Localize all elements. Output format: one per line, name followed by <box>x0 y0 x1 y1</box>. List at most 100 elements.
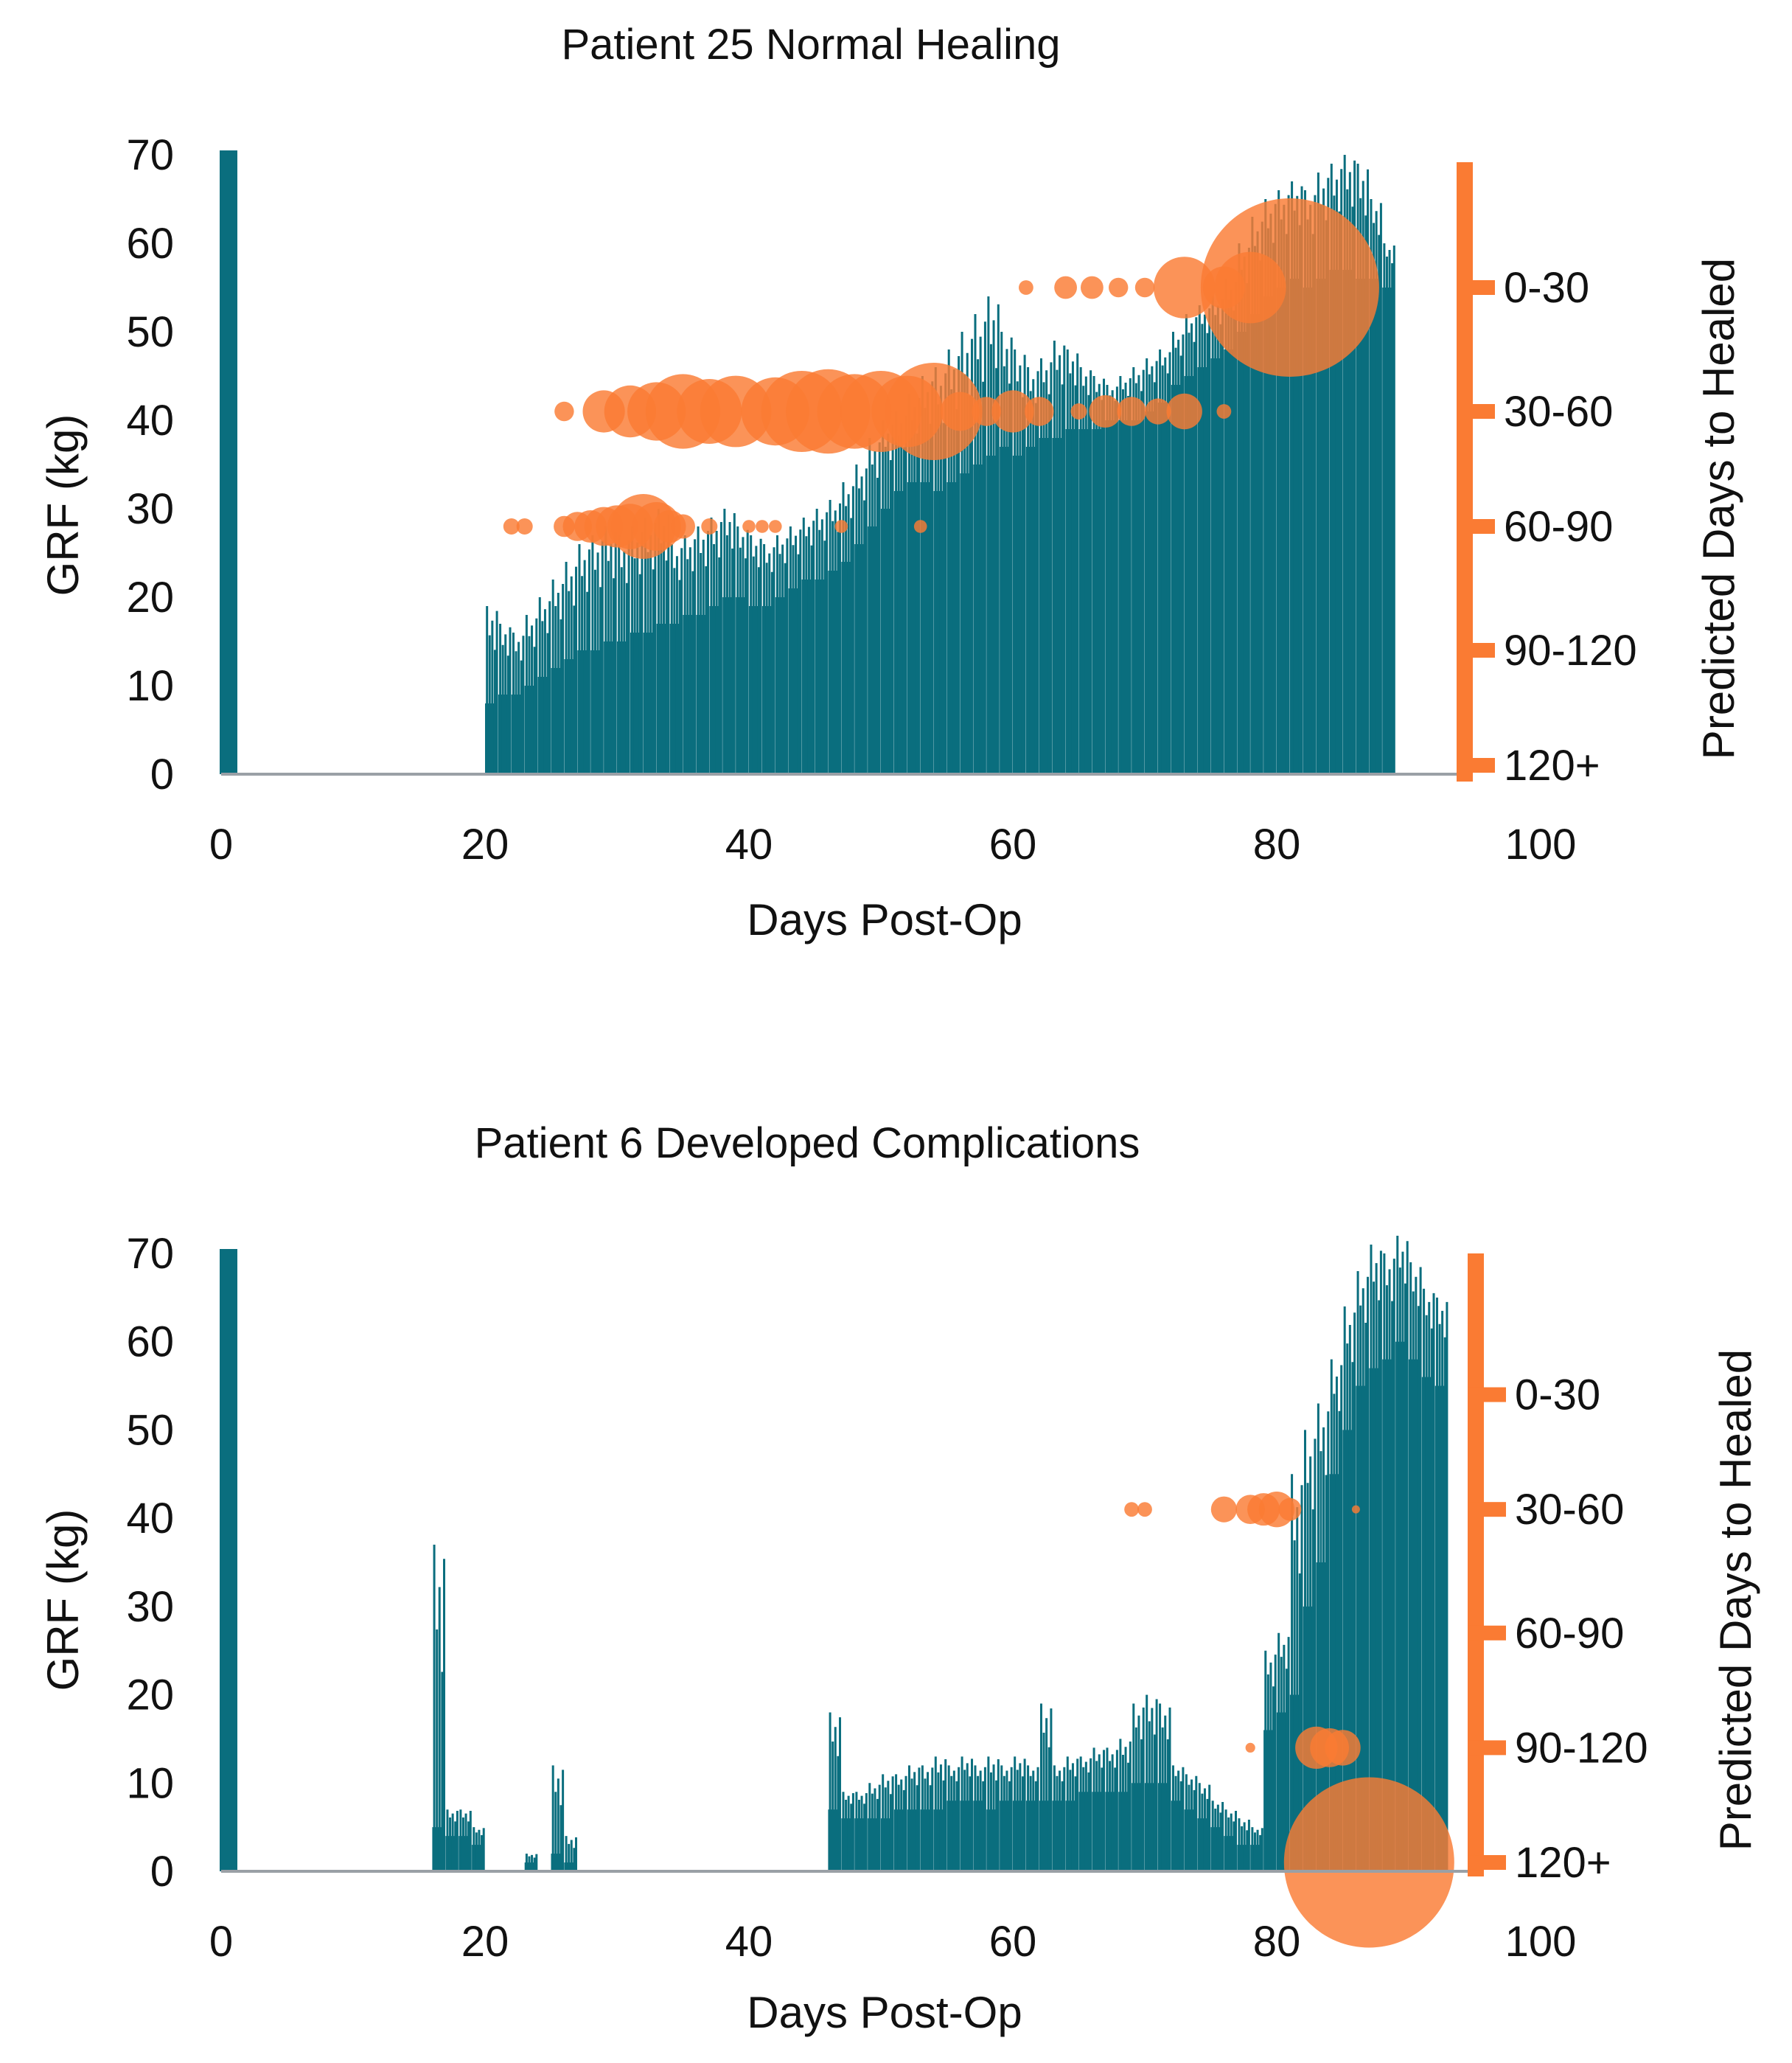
prediction-bubble <box>1278 1497 1302 1521</box>
grf-day-burst <box>1224 279 1238 774</box>
y2-category-label: 30-60 <box>1504 388 1613 436</box>
prediction-bubble <box>1124 1502 1139 1517</box>
grf-day-burst <box>722 509 736 774</box>
y-axis-label: GRF (kg) <box>38 1509 88 1691</box>
grf-day-burst <box>1132 1703 1145 1871</box>
chart-title: Patient 6 Developed Complications <box>475 1119 1140 1167</box>
x-tick-label: 20 <box>461 821 509 869</box>
grf-day-burst <box>696 526 710 774</box>
y-tick-label: 40 <box>126 397 174 445</box>
x-tick-label: 40 <box>725 821 773 869</box>
grf-day-burst <box>630 526 644 774</box>
grf-day-burst <box>1171 1765 1185 1871</box>
x-tick-label: 80 <box>1253 1918 1301 1966</box>
prediction-bubble <box>1081 276 1104 299</box>
prediction-bubble <box>671 514 695 539</box>
y2-axis-label: Predicted Days to Healed <box>1711 1349 1760 1851</box>
prediction-bubble <box>1216 404 1232 419</box>
prediction-bubble <box>1089 395 1122 428</box>
right-axis-tick <box>1457 404 1495 419</box>
grf-day-burst <box>617 535 630 774</box>
grf-burst-body <box>564 1862 576 1871</box>
grf-day-burst <box>643 518 657 774</box>
grf-day-burst <box>1210 1801 1224 1871</box>
y-tick-label: 20 <box>126 1671 174 1719</box>
right-axis-tick <box>1468 1625 1506 1641</box>
grf-day-burst <box>973 314 986 774</box>
grf-day-burst <box>511 633 525 774</box>
x-tick-label: 0 <box>209 821 233 869</box>
grf-day-burst <box>1250 1827 1263 1871</box>
grf-day-burst <box>868 1783 881 1871</box>
grf-day-burst <box>1237 1818 1250 1871</box>
prediction-bubble <box>769 520 782 533</box>
y-tick-label: 0 <box>150 751 174 799</box>
grf-day-burst <box>946 1765 961 1871</box>
grf-day-burst <box>459 1809 472 1871</box>
grf-day-burst <box>656 509 670 774</box>
grf-day-burst <box>907 1765 921 1871</box>
grf-day-burst <box>1065 349 1079 774</box>
grf-day-burst <box>893 1774 907 1871</box>
prediction-bubble <box>834 520 848 533</box>
grf-day-burst <box>1092 1747 1106 1871</box>
grf-day-burst <box>1078 1756 1092 1871</box>
grf-day-burst <box>683 535 697 774</box>
grf-day-burst <box>1039 1703 1053 1871</box>
prediction-bubble <box>1117 397 1146 426</box>
grf-day-burst <box>1065 1756 1079 1871</box>
grf-day-burst <box>564 562 578 774</box>
grf-day-burst <box>1395 1236 1409 1871</box>
grf-day-burst <box>1013 1756 1026 1871</box>
prediction-bubble <box>701 518 718 535</box>
grf-day-burst <box>854 1792 868 1871</box>
grf-day-burst <box>1145 358 1158 774</box>
prediction-bubble <box>941 392 980 431</box>
grf-day-burst <box>881 420 894 774</box>
prediction-bubble <box>1019 280 1033 295</box>
y-tick-label: 50 <box>126 1406 174 1454</box>
grf-day-burst <box>524 1854 538 1871</box>
grf-day-burst <box>524 615 538 774</box>
prediction-bubble <box>1134 277 1155 298</box>
grf-day-burst <box>828 1712 842 1871</box>
grf-day-burst <box>960 1756 974 1871</box>
left-axis-bar <box>220 150 237 774</box>
grf-day-burst <box>1369 199 1382 774</box>
grf-day-burst <box>828 500 842 774</box>
prediction-bubble <box>1070 403 1087 420</box>
right-axis-tick <box>1457 280 1495 295</box>
grf-day-burst <box>854 465 868 774</box>
x-tick-label: 60 <box>989 821 1037 869</box>
grf-day-burst <box>761 544 775 774</box>
grf-day-burst <box>1289 1474 1303 1871</box>
y-tick-label: 40 <box>126 1495 174 1542</box>
grf-day-burst <box>1409 1262 1422 1871</box>
x-tick-label: 0 <box>209 1918 233 1966</box>
grf-day-burst <box>472 1827 485 1871</box>
grf-day-burst <box>577 544 590 774</box>
grf-day-burst <box>1145 1694 1158 1871</box>
x-tick-label: 100 <box>1505 821 1577 869</box>
y-tick-label: 30 <box>126 485 174 533</box>
grf-day-burst <box>1263 1650 1277 1871</box>
grf-day-burst <box>1105 385 1118 774</box>
y-tick-label: 70 <box>126 1230 174 1278</box>
prediction-bubble <box>1145 398 1171 425</box>
grf-day-burst <box>604 526 617 774</box>
right-axis-tick <box>1468 1502 1506 1517</box>
grf-day-burst <box>1132 367 1145 774</box>
prediction-bubble <box>1153 257 1216 319</box>
y-tick-label: 10 <box>126 1759 174 1807</box>
right-axis-tick <box>1468 1387 1506 1402</box>
grf-day-burst <box>1382 243 1395 774</box>
right-axis-tick <box>1457 643 1495 658</box>
grf-day-burst <box>709 518 722 774</box>
grf-day-burst <box>788 526 802 774</box>
prediction-bubble <box>1137 1502 1152 1517</box>
grf-day-burst <box>1052 1765 1066 1871</box>
y-tick-label: 0 <box>150 1848 174 1896</box>
x-tick-label: 100 <box>1505 1918 1577 1966</box>
grf-day-burst <box>1277 1632 1290 1871</box>
